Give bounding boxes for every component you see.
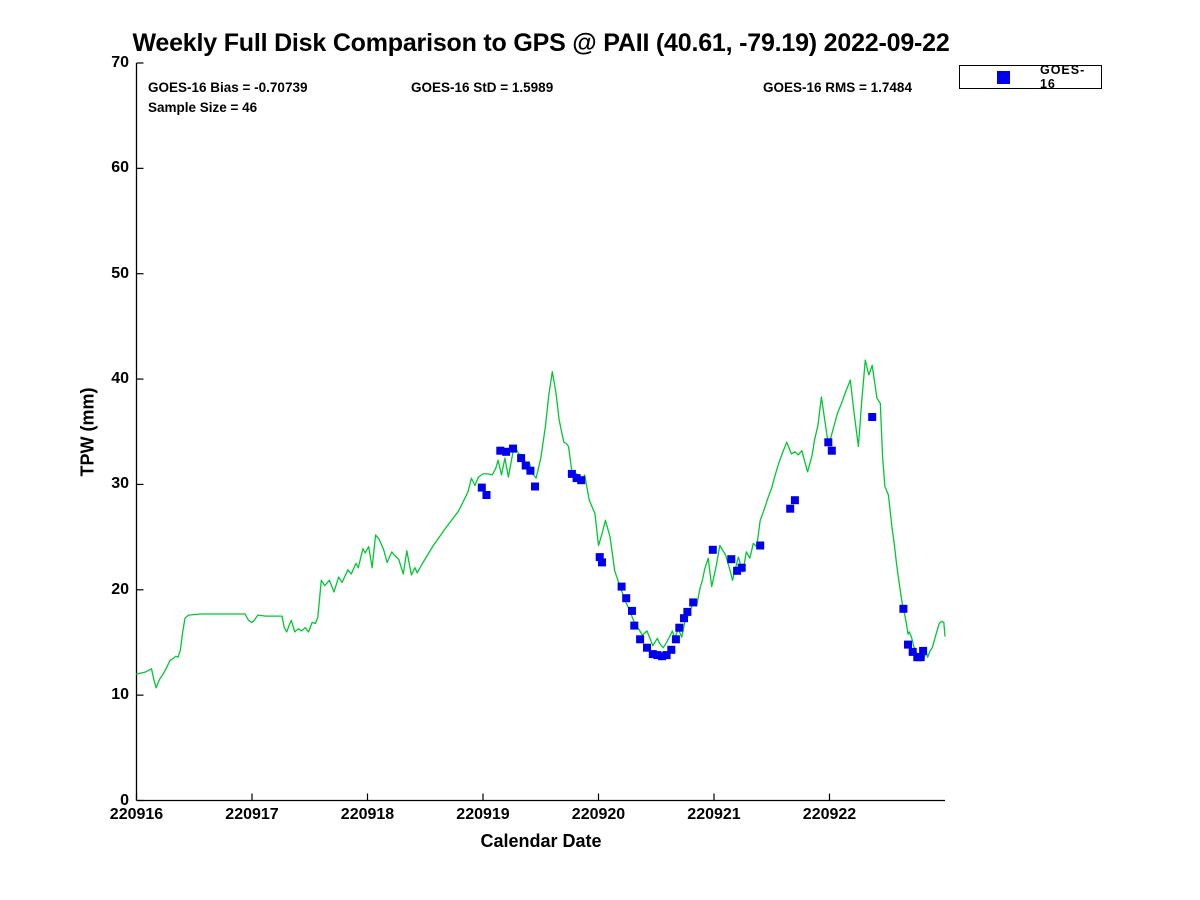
goes16-marker: [827, 446, 836, 455]
goes16-marker: [567, 469, 576, 478]
x-tick-label: 220920: [571, 806, 626, 823]
goes16-marker: [680, 614, 688, 623]
x-tick-label: 220918: [340, 806, 395, 823]
goes16-marker: [662, 651, 671, 660]
y-tick-label: 30: [111, 475, 129, 493]
goes16-marker: [727, 555, 736, 564]
stat-sample-size-text: Sample Size = 46: [148, 100, 258, 115]
goes16-marker: [683, 607, 692, 616]
goes16-marker: [628, 606, 636, 615]
y-tick-label: 50: [111, 264, 129, 282]
goes16-marker: [653, 651, 662, 660]
goes16-marker: [868, 413, 877, 421]
goes16-marker: [517, 454, 526, 463]
goes16-marker: [756, 541, 765, 550]
goes16-marker: [577, 476, 586, 485]
stat-bias-text: GOES-16 Bias = -0.70739: [148, 80, 308, 95]
goes16-marker: [658, 652, 666, 661]
legend-goes16-label: GOES-16: [1039, 63, 1086, 91]
y-tick-label: 0: [120, 791, 129, 809]
gps-tpw-line: [135, 359, 946, 689]
y-tick-label: 40: [111, 370, 129, 388]
y-tick-label: 60: [111, 159, 129, 177]
x-axis-label: Calendar Date: [480, 831, 602, 851]
chart-title: Weekly Full Disk Comparison to GPS @ PAI…: [132, 29, 950, 57]
goes16-marker: [521, 461, 530, 470]
goes16-marker: [482, 491, 491, 499]
goes16-marker: [824, 438, 833, 447]
stat-std-text: GOES-16 StD = 1.5989: [411, 80, 554, 95]
goes16-marker: [675, 623, 684, 632]
goes16-marker: [595, 553, 604, 562]
goes16-marker: [617, 582, 626, 591]
legend-goes16-marker-icon: [997, 70, 1010, 84]
goes16-marker: [622, 594, 631, 603]
goes16-marker: [509, 444, 517, 453]
goes16-marker: [919, 646, 928, 655]
x-tick-label: 220917: [225, 806, 279, 823]
x-tick-label: 220919: [456, 806, 510, 823]
y-tick-label: 70: [111, 54, 129, 71]
goes16-marker: [908, 647, 917, 656]
goes16-marker: [502, 447, 511, 456]
goes16-marker: [643, 643, 651, 652]
goes16-marker: [671, 635, 680, 644]
goes16-marker: [786, 504, 795, 513]
x-tick-label: 220916: [109, 806, 164, 823]
goes16-marker: [477, 483, 486, 492]
goes16-marker: [916, 653, 925, 662]
goes16-marker: [790, 496, 799, 505]
goes16-marker: [526, 466, 535, 475]
y-tick-label: 20: [111, 580, 129, 598]
goes16-marker: [531, 482, 539, 491]
goes16-marker: [899, 604, 908, 613]
goes16-marker: [667, 645, 676, 654]
goes16-marker: [708, 545, 717, 554]
y-tick-label: 10: [111, 686, 129, 704]
x-tick-label: 220921: [687, 806, 741, 823]
goes16-marker: [689, 598, 698, 607]
goes16-marker: [648, 650, 657, 659]
stat-rms-text: GOES-16 RMS = 1.7484: [763, 80, 912, 95]
goes16-marker: [630, 621, 639, 630]
legend-box: GOES-16: [959, 63, 1102, 91]
goes16-marker: [598, 558, 606, 567]
goes16-marker: [733, 566, 742, 575]
goes16-marker: [636, 635, 645, 644]
goes16-marker: [496, 446, 505, 455]
goes16-marker: [572, 474, 581, 483]
goes16-marker: [737, 563, 746, 572]
x-tick-label: 220922: [802, 806, 857, 823]
goes16-marker: [904, 640, 912, 649]
